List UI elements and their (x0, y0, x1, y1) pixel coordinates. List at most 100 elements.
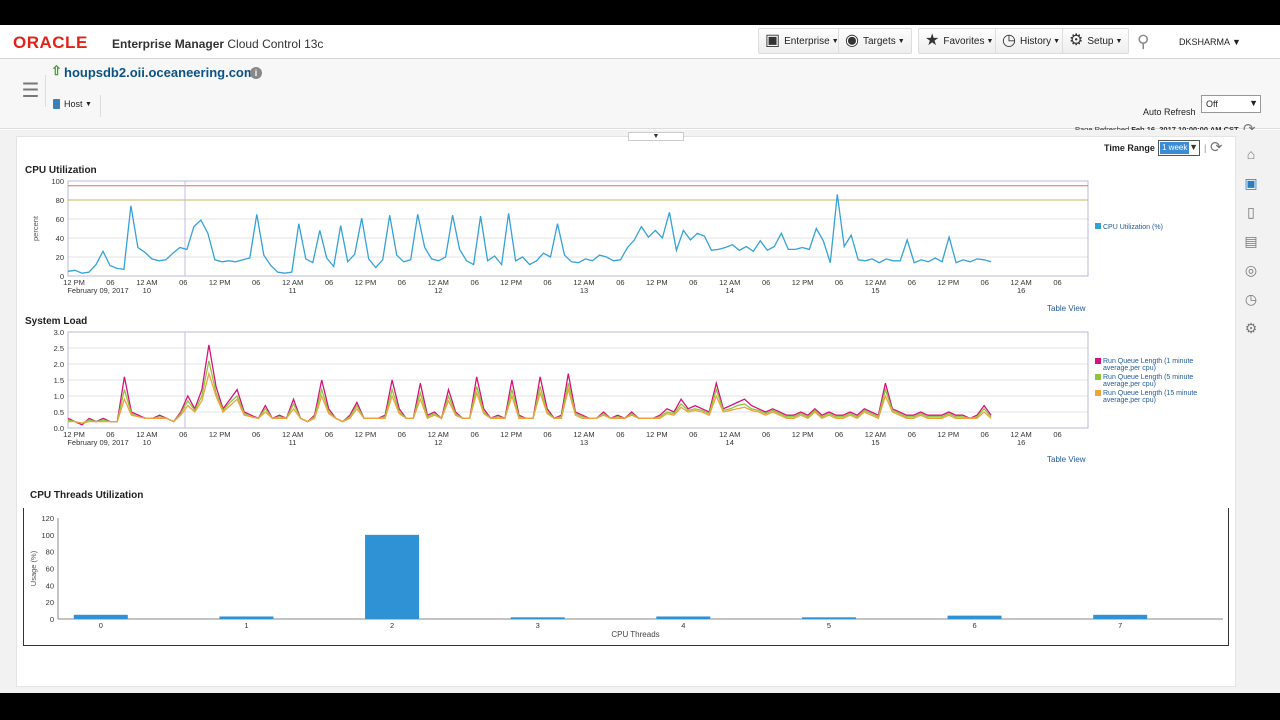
host-menu[interactable]: Host ▼ (53, 99, 92, 109)
y-tick-label: 2.0 (54, 360, 64, 369)
cpu-threads-chart: 0 20 40 60 80 100 120 Usage (%) 0 1 2 3 4 5 6 7 CPU Thre… (29, 514, 1223, 639)
legend-label: CPU Utilization (%) (1103, 224, 1163, 231)
x-tick-label: 1 (244, 621, 248, 630)
x-tick-sublabel: 11 (289, 286, 297, 295)
x-tick-label: 12 PM (792, 278, 814, 287)
x-tick-label: 06 (252, 278, 260, 287)
x-tick-label: 06 (106, 278, 114, 287)
x-tick-sublabel: 15 (871, 438, 879, 447)
favorites-menu[interactable]: ★ Favorites ▼ (918, 28, 1001, 54)
y-tick-label: 20 (56, 253, 64, 262)
x-tick-label: 12 PM (937, 278, 959, 287)
targets-menu[interactable]: ◉ Targets ▼ (838, 28, 912, 54)
x-tick-label: 12 PM (937, 430, 959, 439)
user-menu[interactable]: DKSHARMA ▼ (1179, 37, 1241, 47)
x-tick-label: 06 (179, 278, 187, 287)
setup-menu[interactable]: ⚙ Setup ▼ (1062, 28, 1130, 54)
x-tick-sublabel: February 09, 2017 (67, 438, 128, 447)
load-table-view-link[interactable]: Table View (1047, 455, 1086, 464)
plot-border (67, 180, 1089, 277)
x-tick-label: 06 (835, 278, 843, 287)
legend-label: Run Queue Length (15 minute (1103, 390, 1197, 397)
x-tick-sublabel: 14 (726, 286, 734, 295)
clock-icon[interactable]: ◷ (1244, 290, 1258, 307)
target-name[interactable]: houpsdb2.oii.oceaneering.com (64, 65, 256, 80)
x-tick-label: 12 AM (865, 430, 886, 439)
cpu-icon[interactable]: ▣ (1244, 174, 1258, 191)
history-menu[interactable]: ◷ History ▼ (995, 28, 1068, 54)
bar (365, 534, 420, 619)
x-tick-label: 06 (543, 278, 551, 287)
x-tick-sublabel: 16 (1017, 286, 1025, 295)
x-tick-label: 12 PM (209, 278, 231, 287)
star-icon: ★ (925, 32, 940, 49)
enterprise-menu[interactable]: ▣ Enterprise ▼ (758, 28, 846, 54)
time-range-select[interactable]: 1 week ▼ (1158, 140, 1200, 156)
x-tick-label: 12 AM (136, 430, 157, 439)
x-tick-sublabel: 10 (143, 438, 151, 447)
x-tick-label: 12 PM (355, 430, 377, 439)
y-tick-label: 1.5 (54, 376, 64, 385)
home-icon[interactable]: ⌂ (1246, 146, 1256, 162)
navigation-panel-toggle[interactable]: ☰ (16, 75, 46, 107)
y-tick-label: 0.5 (54, 408, 64, 417)
auto-refresh-select[interactable]: Off ▼ (1201, 95, 1261, 113)
system-load-title: System Load (25, 316, 88, 327)
x-tick-label: 0 (99, 621, 103, 630)
x-axis-label: CPU Threads (611, 630, 659, 639)
x-tick-sublabel: 16 (1017, 438, 1025, 447)
x-tick-label: 12 AM (865, 278, 886, 287)
legend-label: Run Queue Length (1 minute (1103, 358, 1193, 365)
x-tick-label: 12 PM (63, 278, 85, 287)
x-tick-label: 12 AM (719, 278, 740, 287)
cpu-table-view-link[interactable]: Table View (1047, 304, 1086, 313)
x-tick-label: 12 AM (1011, 278, 1032, 287)
x-tick-label: 3 (536, 621, 540, 630)
x-tick-label: 12 AM (282, 430, 303, 439)
side-toolbar: ⌂ ▣ ▯ ▤ ◎ ◷ ⚙ (1238, 143, 1264, 346)
x-tick-label: 6 (972, 621, 976, 630)
x-tick-label: 12 PM (500, 430, 522, 439)
x-tick-label: 06 (471, 278, 479, 287)
x-tick-label: 12 AM (573, 430, 594, 439)
legend-label: average,per cpu) (1103, 381, 1156, 388)
x-tick-label: 06 (981, 278, 989, 287)
legend-label: Run Queue Length (5 minute (1103, 374, 1193, 381)
x-tick-label: 06 (325, 278, 333, 287)
x-tick-label: 12 AM (428, 278, 449, 287)
y-tick-label: 2.5 (54, 344, 64, 353)
info-icon[interactable]: i (250, 67, 262, 79)
history-icon: ◷ (1002, 32, 1016, 49)
x-tick-label: 4 (681, 621, 685, 630)
series-line (67, 194, 992, 274)
x-tick-label: 06 (762, 430, 770, 439)
x-tick-label: 12 AM (1011, 430, 1032, 439)
global-header: ORACLE Enterprise Manager Cloud Control … (0, 25, 1280, 59)
x-tick-label: 12 PM (646, 430, 668, 439)
bar (801, 617, 856, 619)
x-tick-label: 2 (390, 621, 394, 630)
time-range-label: Time Range (1104, 143, 1155, 153)
x-tick-label: 06 (981, 430, 989, 439)
network-icon[interactable]: ◎ (1244, 261, 1258, 278)
legend-label: average,per cpu) (1103, 365, 1156, 372)
storage-icon[interactable]: ▤ (1244, 232, 1258, 249)
y-tick-label: 100 (41, 531, 54, 540)
y-tick-label: 1.0 (54, 392, 64, 401)
bar (73, 614, 128, 619)
collapse-header-toggle[interactable]: ▼ (628, 132, 684, 141)
server-icon[interactable]: ▯ (1247, 203, 1255, 220)
cpu-utilization-title: CPU Utilization (25, 165, 97, 176)
x-tick-sublabel: 15 (871, 286, 879, 295)
plot-border (67, 331, 1089, 429)
oracle-logo[interactable]: ORACLE (13, 33, 88, 52)
search-icon[interactable]: ⚲ (1137, 32, 1150, 51)
x-tick-label: 06 (616, 278, 624, 287)
x-tick-label: 12 AM (136, 278, 157, 287)
settings-icon[interactable]: ⚙ (1244, 319, 1258, 336)
legend-swatch (1095, 390, 1101, 396)
chart-refresh-icon[interactable]: ⟳ (1210, 139, 1223, 156)
x-tick-sublabel: 13 (580, 286, 588, 295)
x-tick-label: 12 AM (573, 278, 594, 287)
